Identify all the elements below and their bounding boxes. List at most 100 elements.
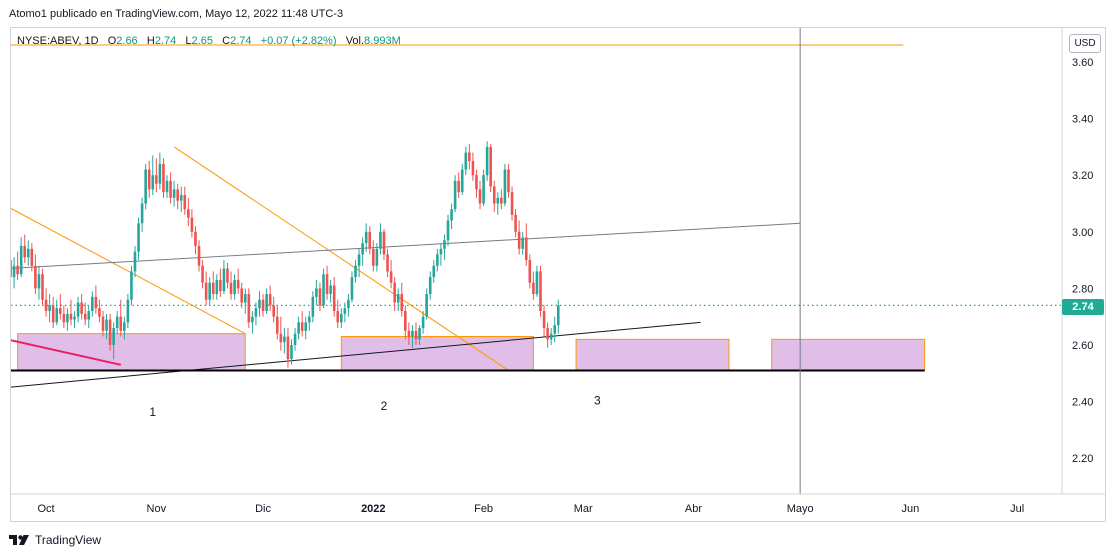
x-tick-label: Mar xyxy=(574,503,593,515)
candle xyxy=(404,305,407,340)
candle-body xyxy=(485,146,489,176)
zone-layer xyxy=(17,333,926,371)
candle-body xyxy=(66,313,69,323)
candle xyxy=(500,189,503,210)
candle xyxy=(315,279,318,306)
candle xyxy=(37,265,41,300)
candle xyxy=(140,197,144,232)
candle xyxy=(268,285,272,312)
candle xyxy=(169,172,172,204)
candle xyxy=(489,144,492,193)
candle-body xyxy=(304,322,308,331)
candle-body xyxy=(507,169,510,193)
candle xyxy=(23,234,27,263)
candle-body xyxy=(386,254,389,272)
candle xyxy=(450,203,453,229)
candle xyxy=(297,316,300,340)
candle xyxy=(464,146,468,176)
candle-body xyxy=(147,169,151,190)
candle xyxy=(108,313,112,351)
candle-body xyxy=(236,279,240,289)
candle xyxy=(51,296,55,329)
candle xyxy=(26,240,30,266)
x-tick-label: Jun xyxy=(902,503,920,515)
candle xyxy=(201,260,204,289)
candle xyxy=(11,260,12,278)
candle-body xyxy=(418,328,421,340)
time-axis[interactable]: Oct Nov Dic 2022 Feb Mar Abr Mayo Jun Jul xyxy=(38,503,1025,515)
legend-symbol[interactable]: NYSE:ABEV, 1D xyxy=(17,35,99,47)
candle xyxy=(414,322,418,345)
candle xyxy=(130,265,133,306)
candle xyxy=(233,274,236,300)
candle-body xyxy=(94,296,98,309)
currency-button[interactable]: USD xyxy=(1069,34,1101,53)
candle-body xyxy=(293,333,297,345)
support-zone xyxy=(17,333,246,371)
candle xyxy=(112,322,115,360)
candle-body xyxy=(30,248,34,266)
candle-body xyxy=(222,268,226,292)
legend-low-label: L xyxy=(185,35,192,47)
candle xyxy=(482,169,485,207)
candle xyxy=(243,288,247,314)
candle-body xyxy=(357,254,361,266)
footer-brand[interactable]: TradingView xyxy=(8,533,101,547)
black-trend-line xyxy=(11,321,701,388)
wave-annotation: 2 xyxy=(381,399,388,413)
candle xyxy=(446,214,450,246)
price-axis[interactable]: 3.60 3.40 3.20 3.00 2.80 2.60 2.40 2.20 xyxy=(1072,57,1093,465)
candle-body xyxy=(297,322,300,334)
overlay-layer xyxy=(11,28,1062,494)
candle-body xyxy=(16,265,19,275)
candle xyxy=(105,313,108,340)
candle-body xyxy=(389,271,393,283)
candle xyxy=(400,282,404,317)
candle-body xyxy=(108,319,112,345)
candle-body xyxy=(361,243,364,255)
candle xyxy=(517,220,521,255)
candle xyxy=(147,161,151,198)
candle-body xyxy=(432,265,436,278)
candle xyxy=(211,271,215,300)
candle-body xyxy=(187,209,190,218)
candle-body xyxy=(176,189,179,201)
candle xyxy=(549,328,553,345)
candle-body xyxy=(162,163,165,193)
tradingview-logo-icon xyxy=(9,535,29,545)
candle xyxy=(62,305,66,329)
candle xyxy=(179,186,183,212)
candle-body xyxy=(73,316,76,320)
annotation-layer: 1 2 3 xyxy=(149,393,601,418)
candle-body xyxy=(55,308,59,323)
candle xyxy=(226,262,229,289)
candle-body xyxy=(336,311,340,323)
candle-body xyxy=(425,294,428,317)
candle-body xyxy=(48,305,51,312)
legend-volume: 8.993M xyxy=(364,35,401,47)
candle xyxy=(12,257,16,289)
y-tick-label: 2.20 xyxy=(1072,453,1093,465)
candle-body xyxy=(404,311,407,331)
gray-trend-line xyxy=(11,222,801,269)
candle xyxy=(418,325,421,345)
candle-body xyxy=(268,294,272,306)
candle xyxy=(318,282,322,312)
candle-body xyxy=(307,316,311,323)
candle xyxy=(98,299,101,323)
candle-body xyxy=(265,294,268,312)
candle-body xyxy=(219,279,222,292)
candle-body xyxy=(468,152,471,162)
candle-body xyxy=(503,169,507,204)
candle-body xyxy=(133,251,137,272)
symbol-legend[interactable]: NYSE:ABEV, 1D O2.66 H2.74 L2.65 C2.74 +0… xyxy=(17,35,401,47)
candle xyxy=(340,308,343,329)
candle-body xyxy=(347,299,350,309)
candle xyxy=(197,240,201,272)
candle xyxy=(123,316,126,340)
candle xyxy=(553,316,557,343)
legend-low: 2.65 xyxy=(191,35,213,47)
candle-body xyxy=(350,277,354,300)
candle-body xyxy=(549,333,553,340)
